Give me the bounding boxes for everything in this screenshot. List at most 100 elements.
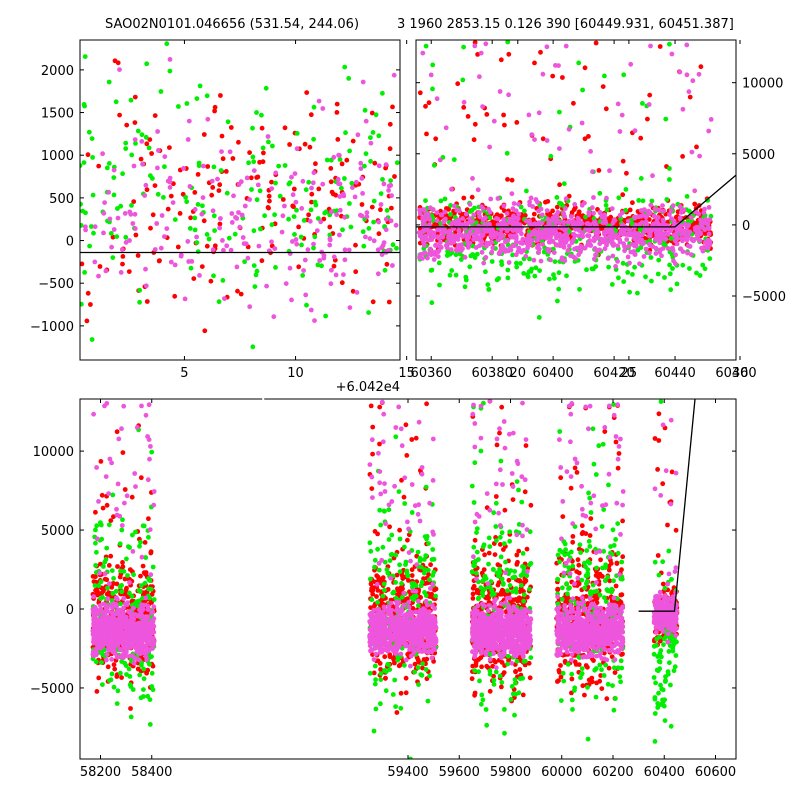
data-point-green bbox=[423, 667, 429, 672]
data-point-pink bbox=[529, 132, 535, 138]
data-point-pink bbox=[320, 106, 326, 111]
data-point-green bbox=[123, 234, 129, 240]
data-point-pink bbox=[337, 232, 342, 238]
data-point-green bbox=[522, 208, 527, 214]
data-point-green bbox=[667, 41, 672, 47]
data-point-red bbox=[586, 134, 591, 139]
data-point-green bbox=[106, 161, 112, 166]
data-point-pink bbox=[303, 292, 309, 298]
data-point-red bbox=[398, 690, 404, 696]
x-offset-label: +6.042e4 bbox=[336, 380, 400, 395]
data-point-pink bbox=[337, 153, 342, 158]
data-point-green bbox=[554, 195, 560, 200]
data-point-red bbox=[108, 518, 114, 523]
data-point-green bbox=[493, 669, 499, 675]
data-point-green bbox=[402, 501, 408, 506]
data-point-pink bbox=[342, 257, 348, 263]
data-point-green bbox=[380, 544, 386, 550]
data-point-green bbox=[617, 674, 623, 680]
data-point-red bbox=[555, 679, 560, 684]
data-point-green bbox=[380, 177, 385, 182]
data-point-pink bbox=[152, 247, 158, 252]
data-point-red bbox=[608, 214, 614, 220]
data-point-green bbox=[510, 589, 515, 594]
data-point-green bbox=[146, 534, 151, 540]
model-line bbox=[416, 174, 736, 228]
data-point-red bbox=[122, 576, 128, 582]
data-point-green bbox=[491, 510, 497, 516]
data-point-red bbox=[582, 692, 587, 698]
data-point-green bbox=[197, 83, 203, 89]
data-point-pink bbox=[615, 259, 620, 264]
data-point-green bbox=[195, 202, 201, 207]
data-point-pink bbox=[111, 227, 117, 232]
data-point-green bbox=[143, 555, 149, 560]
data-point-green bbox=[561, 678, 567, 684]
data-point-pink bbox=[101, 230, 106, 236]
data-point-pink bbox=[363, 118, 369, 124]
data-point-pink bbox=[272, 246, 278, 252]
data-point-pink bbox=[290, 192, 296, 198]
data-point-pink bbox=[238, 179, 244, 185]
data-point-red bbox=[558, 475, 564, 481]
data-point-red bbox=[350, 288, 356, 294]
data-point-pink bbox=[562, 214, 567, 219]
data-point-pink bbox=[646, 211, 651, 217]
data-point-green bbox=[560, 585, 565, 591]
data-point-pink bbox=[479, 249, 485, 255]
data-point-pink bbox=[495, 196, 501, 201]
data-point-pink bbox=[498, 227, 504, 233]
data-point-red bbox=[135, 666, 141, 672]
data-point-green bbox=[636, 198, 642, 203]
data-point-pink bbox=[703, 216, 709, 222]
data-point-red bbox=[576, 562, 582, 568]
data-point-pink bbox=[490, 245, 496, 251]
data-point-pink bbox=[696, 231, 702, 237]
data-point-green bbox=[694, 270, 699, 276]
data-point-red bbox=[199, 264, 205, 269]
data-point-green bbox=[368, 158, 373, 164]
data-point-red bbox=[370, 585, 375, 591]
data-point-red bbox=[280, 197, 286, 202]
data-point-red bbox=[248, 175, 254, 181]
data-point-pink bbox=[569, 240, 575, 246]
data-point-green bbox=[623, 187, 629, 192]
data-point-red bbox=[550, 73, 556, 79]
x-tick-label: 60400 bbox=[532, 366, 573, 381]
data-point-pink bbox=[516, 201, 521, 207]
data-point-pink bbox=[465, 245, 471, 250]
data-point-pink bbox=[477, 214, 483, 220]
data-point-pink bbox=[327, 237, 333, 243]
data-point-green bbox=[349, 180, 355, 186]
data-point-pink bbox=[688, 215, 694, 221]
data-point-pink bbox=[464, 235, 470, 241]
data-point-pink bbox=[342, 247, 348, 253]
data-point-pink bbox=[222, 296, 227, 301]
data-point-green bbox=[620, 260, 626, 266]
data-point-green bbox=[557, 429, 563, 434]
data-point-green bbox=[225, 119, 231, 125]
data-point-green bbox=[670, 266, 675, 271]
data-point-pink bbox=[456, 208, 462, 214]
data-point-pink bbox=[337, 207, 343, 213]
data-point-green bbox=[147, 595, 153, 601]
data-point-green bbox=[273, 265, 278, 270]
data-point-pink bbox=[620, 231, 626, 237]
data-point-pink bbox=[458, 232, 463, 238]
data-point-pink bbox=[483, 41, 489, 47]
data-point-red bbox=[472, 537, 478, 543]
data-point-green bbox=[111, 192, 117, 198]
data-point-red bbox=[660, 581, 666, 587]
data-point-green bbox=[635, 290, 640, 296]
data-point-red bbox=[384, 261, 390, 267]
data-point-pink bbox=[495, 216, 501, 222]
data-point-pink bbox=[597, 210, 603, 215]
data-point-green bbox=[254, 268, 260, 274]
data-point-pink bbox=[492, 234, 498, 240]
data-point-green bbox=[141, 676, 147, 682]
data-point-green bbox=[129, 203, 134, 208]
data-point-green bbox=[251, 159, 257, 165]
data-point-green bbox=[404, 568, 410, 574]
data-point-pink bbox=[653, 251, 659, 256]
data-point-green bbox=[587, 560, 592, 566]
